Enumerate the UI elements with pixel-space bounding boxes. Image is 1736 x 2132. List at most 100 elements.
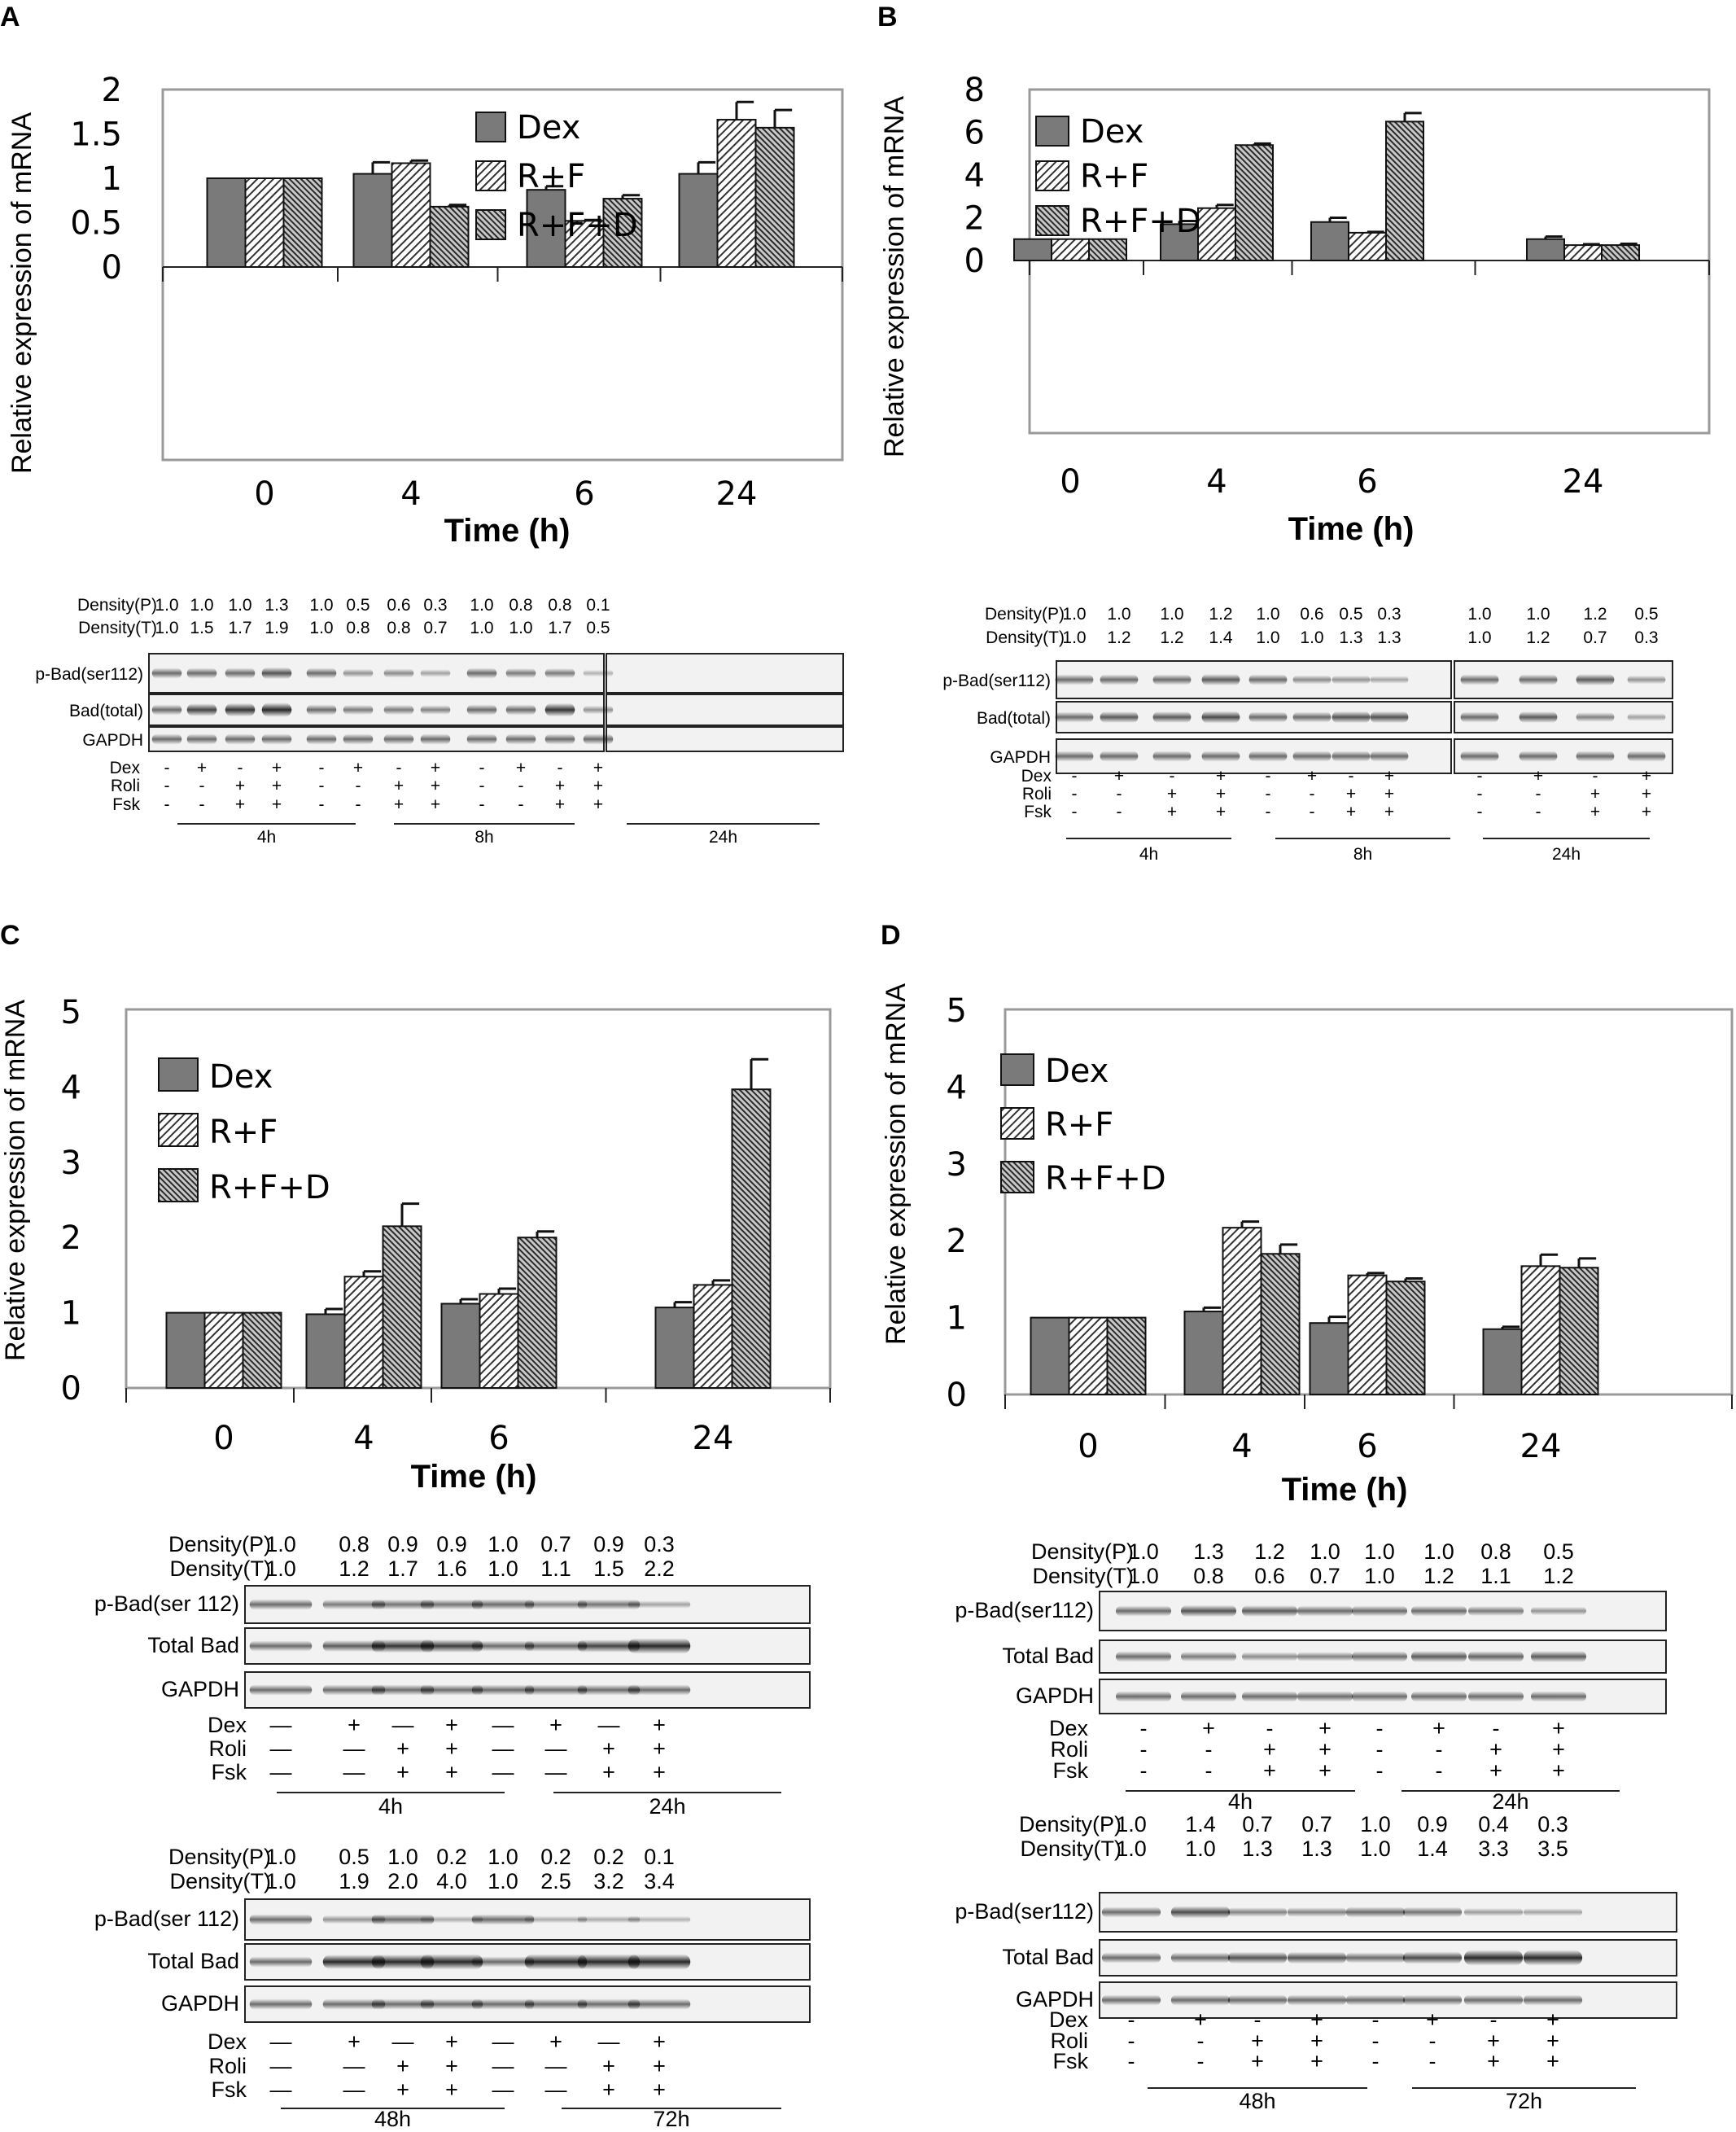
blot-band bbox=[1297, 1652, 1353, 1661]
blot-band bbox=[1463, 1908, 1524, 1916]
blot-band bbox=[1152, 751, 1192, 762]
blot-band bbox=[225, 703, 256, 717]
treatment-sign: — bbox=[392, 2029, 414, 2054]
blot-band bbox=[371, 1914, 435, 1925]
y-tick-label: 2 bbox=[964, 200, 985, 238]
density-p-value: 0.5 bbox=[346, 596, 370, 615]
density-t-value: 0.7 bbox=[423, 619, 447, 637]
x-tick-label: 24 bbox=[716, 475, 758, 513]
bar-r-f-d-24h bbox=[731, 1088, 772, 1389]
treatment-sign: — bbox=[492, 1713, 514, 1737]
treatment-sign: + bbox=[445, 1760, 458, 1784]
blot-band bbox=[471, 1599, 535, 1610]
legend-swatch bbox=[158, 1113, 199, 1147]
density-t-value: 1.9 bbox=[265, 619, 288, 637]
density-t-value: 3.2 bbox=[593, 1869, 624, 1893]
blot-band bbox=[1227, 1994, 1288, 2006]
group-label: 72h bbox=[653, 2107, 689, 2131]
treatment-sign: + bbox=[235, 795, 245, 814]
treatment-sign: + bbox=[1533, 767, 1543, 786]
density-t-value: 1.9 bbox=[339, 1869, 370, 1893]
blot-panel-B: Density(P)Density(T)1.0 1.0 1.0 1.2 1.0 0.6 0.… bbox=[942, 605, 1673, 864]
density-t-value: 0.7 bbox=[1583, 628, 1607, 647]
blot-band bbox=[1460, 711, 1499, 723]
treatment-sign: + bbox=[1251, 2029, 1264, 2053]
bar-r-f-d-6h bbox=[1385, 120, 1424, 261]
treatment-sign: - bbox=[1072, 785, 1078, 803]
bar-r-f-d-0h bbox=[1106, 1316, 1147, 1395]
treatment-label: Fsk bbox=[1053, 2049, 1089, 2073]
x-axis-label: Time (h) bbox=[1282, 1472, 1408, 1508]
density-p-value: 0.8 bbox=[1480, 1539, 1511, 1564]
treatment-sign: + bbox=[1318, 1737, 1332, 1762]
blot-band bbox=[322, 1955, 386, 1969]
density-p-value: 1.0 bbox=[488, 1532, 518, 1556]
group-label: 4h bbox=[1228, 1789, 1253, 1814]
bar-r-f-d-6h bbox=[517, 1237, 558, 1389]
blot-band bbox=[322, 1600, 386, 1609]
density-p-value: 1.2 bbox=[1254, 1539, 1285, 1564]
blot-row-label: Bad(total) bbox=[977, 709, 1051, 728]
bar-dex-6h bbox=[1310, 221, 1349, 261]
density-p-value: 1.0 bbox=[1062, 605, 1086, 624]
density-p-value: 1.0 bbox=[1128, 1539, 1159, 1564]
y-tick-label: 1.5 bbox=[70, 116, 122, 154]
density-t-value: 1.0 bbox=[488, 1869, 518, 1893]
blot-band bbox=[627, 1638, 691, 1654]
treatment-sign: + bbox=[1546, 2049, 1559, 2073]
density-p-value: 1.0 bbox=[1423, 1539, 1454, 1564]
density-p-label: Density(P) bbox=[168, 1532, 271, 1556]
treatment-sign: + bbox=[445, 1713, 458, 1737]
blot-row-label: GAPDH bbox=[161, 1677, 239, 1701]
treatment-sign: + bbox=[272, 777, 282, 795]
legend-swatch bbox=[475, 209, 506, 240]
legend-label: Dex bbox=[517, 109, 580, 147]
treatment-sign: - bbox=[1310, 785, 1315, 803]
group-label: 72h bbox=[1506, 2089, 1542, 2113]
blot-band bbox=[249, 1998, 313, 2010]
density-p-value: 1.0 bbox=[1364, 1539, 1395, 1564]
treatment-sign: + bbox=[1263, 1737, 1276, 1762]
bar-r-f-d-4h bbox=[382, 1225, 422, 1389]
treatment-sign: + bbox=[431, 777, 440, 795]
treatment-sign: + bbox=[1590, 803, 1600, 821]
blot-band bbox=[1242, 1691, 1297, 1702]
treatment-sign: + bbox=[445, 2029, 458, 2054]
y-tick-label: 2 bbox=[947, 1223, 967, 1260]
chart-panel-C: C 0 1 2 3 4 5 0 4 6 24 Time (h) Relative expression … bbox=[0, 920, 832, 1495]
blot-band bbox=[383, 733, 414, 745]
blot-band bbox=[1055, 711, 1094, 723]
density-t-value: 2.5 bbox=[540, 1869, 571, 1893]
bar-r-f-6h bbox=[1348, 231, 1387, 261]
panel-letter: D bbox=[881, 920, 901, 951]
density-p-value: 0.7 bbox=[540, 1532, 571, 1556]
treatment-sign: + bbox=[653, 2029, 666, 2054]
treatment-sign: - bbox=[1429, 2049, 1436, 2073]
treatment-sign: — bbox=[343, 1760, 365, 1784]
treatment-sign: — bbox=[343, 2077, 365, 2102]
treatment-sign: + bbox=[445, 2077, 458, 2102]
treatment-sign: - bbox=[1117, 803, 1122, 821]
blot-row-label: GAPDH bbox=[990, 748, 1051, 767]
treatment-sign: - bbox=[164, 777, 170, 795]
treatment-sign: + bbox=[1552, 1758, 1565, 1783]
treatment-sign: - bbox=[1477, 767, 1483, 786]
x-tick-label: 24 bbox=[693, 1420, 734, 1457]
blot-row-label: Bad(total) bbox=[69, 702, 143, 720]
blot-band bbox=[1370, 751, 1409, 762]
x-axis-label: Time (h) bbox=[411, 1459, 537, 1495]
y-tick-label: 2 bbox=[102, 72, 122, 109]
density-t-value: 1.2 bbox=[1526, 628, 1550, 647]
blot-band bbox=[1101, 1952, 1161, 1963]
blot-band bbox=[1352, 1605, 1407, 1617]
treatment-sign: + bbox=[431, 759, 440, 777]
blot-row-label: p-Bad(ser 112) bbox=[94, 1591, 239, 1616]
y-tick-label: 5 bbox=[947, 992, 967, 1030]
treatment-sign: + bbox=[272, 795, 282, 814]
blot-panel-D1: Density(P)Density(T)1.0 1.3 1.2 1.0 1.0 1.0 0.… bbox=[955, 1539, 1667, 1814]
bar-dex-0h bbox=[1030, 1316, 1070, 1395]
blot-band bbox=[1201, 751, 1240, 762]
treatment-sign: + bbox=[1310, 2029, 1323, 2053]
legend-swatch bbox=[158, 1168, 199, 1202]
blot-band bbox=[420, 1954, 483, 1970]
